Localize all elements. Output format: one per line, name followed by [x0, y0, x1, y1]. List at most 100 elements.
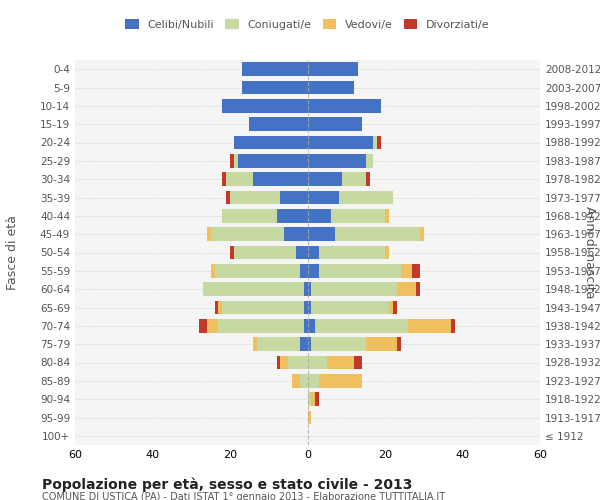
Bar	[304, 300, 308, 314]
Bar	[277, 356, 280, 370]
Bar	[308, 264, 319, 278]
Bar	[215, 264, 300, 278]
Bar	[315, 319, 408, 332]
Bar	[308, 246, 319, 260]
Bar	[412, 264, 420, 278]
Bar	[222, 300, 304, 314]
Bar	[420, 228, 424, 241]
Bar	[308, 228, 335, 241]
Bar	[226, 172, 253, 186]
Bar	[207, 319, 218, 332]
Bar	[389, 300, 393, 314]
Bar	[277, 209, 308, 222]
Bar	[397, 338, 401, 351]
Bar	[319, 246, 385, 260]
Bar	[308, 190, 338, 204]
Bar	[199, 319, 207, 332]
Bar	[338, 190, 393, 204]
Bar	[230, 246, 234, 260]
Bar	[250, 118, 308, 131]
Bar	[257, 338, 300, 351]
Bar	[215, 300, 218, 314]
Bar	[292, 374, 300, 388]
Bar	[308, 99, 381, 112]
Bar	[280, 356, 288, 370]
Bar	[308, 410, 311, 424]
Bar	[300, 264, 308, 278]
Bar	[308, 338, 311, 351]
Bar	[408, 319, 451, 332]
Bar	[218, 300, 222, 314]
Bar	[284, 228, 308, 241]
Bar	[308, 62, 358, 76]
Bar	[308, 172, 343, 186]
Bar	[451, 319, 455, 332]
Bar	[308, 356, 327, 370]
Bar	[238, 154, 308, 168]
Bar	[242, 80, 308, 94]
Bar	[311, 282, 397, 296]
Bar	[304, 282, 308, 296]
Bar	[373, 136, 377, 149]
Bar	[416, 282, 420, 296]
Bar	[211, 228, 284, 241]
Bar	[280, 190, 308, 204]
Bar	[401, 264, 412, 278]
Y-axis label: Fasce di età: Fasce di età	[6, 215, 19, 290]
Legend: Celibi/Nubili, Coniugati/e, Vedovi/e, Divorziati/e: Celibi/Nubili, Coniugati/e, Vedovi/e, Di…	[122, 16, 493, 33]
Bar	[343, 172, 365, 186]
Bar	[308, 282, 311, 296]
Bar	[331, 209, 385, 222]
Bar	[308, 136, 373, 149]
Bar	[319, 264, 401, 278]
Bar	[308, 209, 331, 222]
Bar	[311, 338, 365, 351]
Bar	[230, 190, 280, 204]
Bar	[308, 154, 365, 168]
Bar	[300, 374, 308, 388]
Bar	[234, 154, 238, 168]
Bar	[300, 338, 308, 351]
Bar	[365, 172, 370, 186]
Bar	[308, 80, 354, 94]
Text: Popolazione per età, sesso e stato civile - 2013: Popolazione per età, sesso e stato civil…	[42, 478, 412, 492]
Bar	[319, 374, 362, 388]
Bar	[296, 246, 308, 260]
Bar	[365, 154, 373, 168]
Bar	[327, 356, 354, 370]
Bar	[397, 282, 416, 296]
Bar	[311, 300, 389, 314]
Bar	[253, 172, 308, 186]
Bar	[354, 356, 362, 370]
Bar	[365, 338, 397, 351]
Bar	[211, 264, 215, 278]
Bar	[253, 338, 257, 351]
Bar	[226, 190, 230, 204]
Bar	[308, 374, 319, 388]
Bar	[308, 118, 362, 131]
Bar	[308, 319, 315, 332]
Bar	[222, 99, 308, 112]
Bar	[203, 282, 304, 296]
Bar	[234, 246, 296, 260]
Bar	[218, 319, 304, 332]
Bar	[222, 172, 226, 186]
Bar	[222, 209, 277, 222]
Bar	[308, 392, 311, 406]
Bar	[393, 300, 397, 314]
Bar	[242, 62, 308, 76]
Text: COMUNE DI USTICA (PA) - Dati ISTAT 1° gennaio 2013 - Elaborazione TUTTITALIA.IT: COMUNE DI USTICA (PA) - Dati ISTAT 1° ge…	[42, 492, 445, 500]
Bar	[385, 246, 389, 260]
Bar	[288, 356, 308, 370]
Bar	[377, 136, 381, 149]
Bar	[385, 209, 389, 222]
Y-axis label: Anni di nascita: Anni di nascita	[583, 206, 596, 298]
Bar	[234, 136, 308, 149]
Bar	[304, 319, 308, 332]
Bar	[335, 228, 420, 241]
Bar	[207, 228, 211, 241]
Bar	[230, 154, 234, 168]
Bar	[315, 392, 319, 406]
Bar	[311, 392, 315, 406]
Bar	[308, 300, 311, 314]
